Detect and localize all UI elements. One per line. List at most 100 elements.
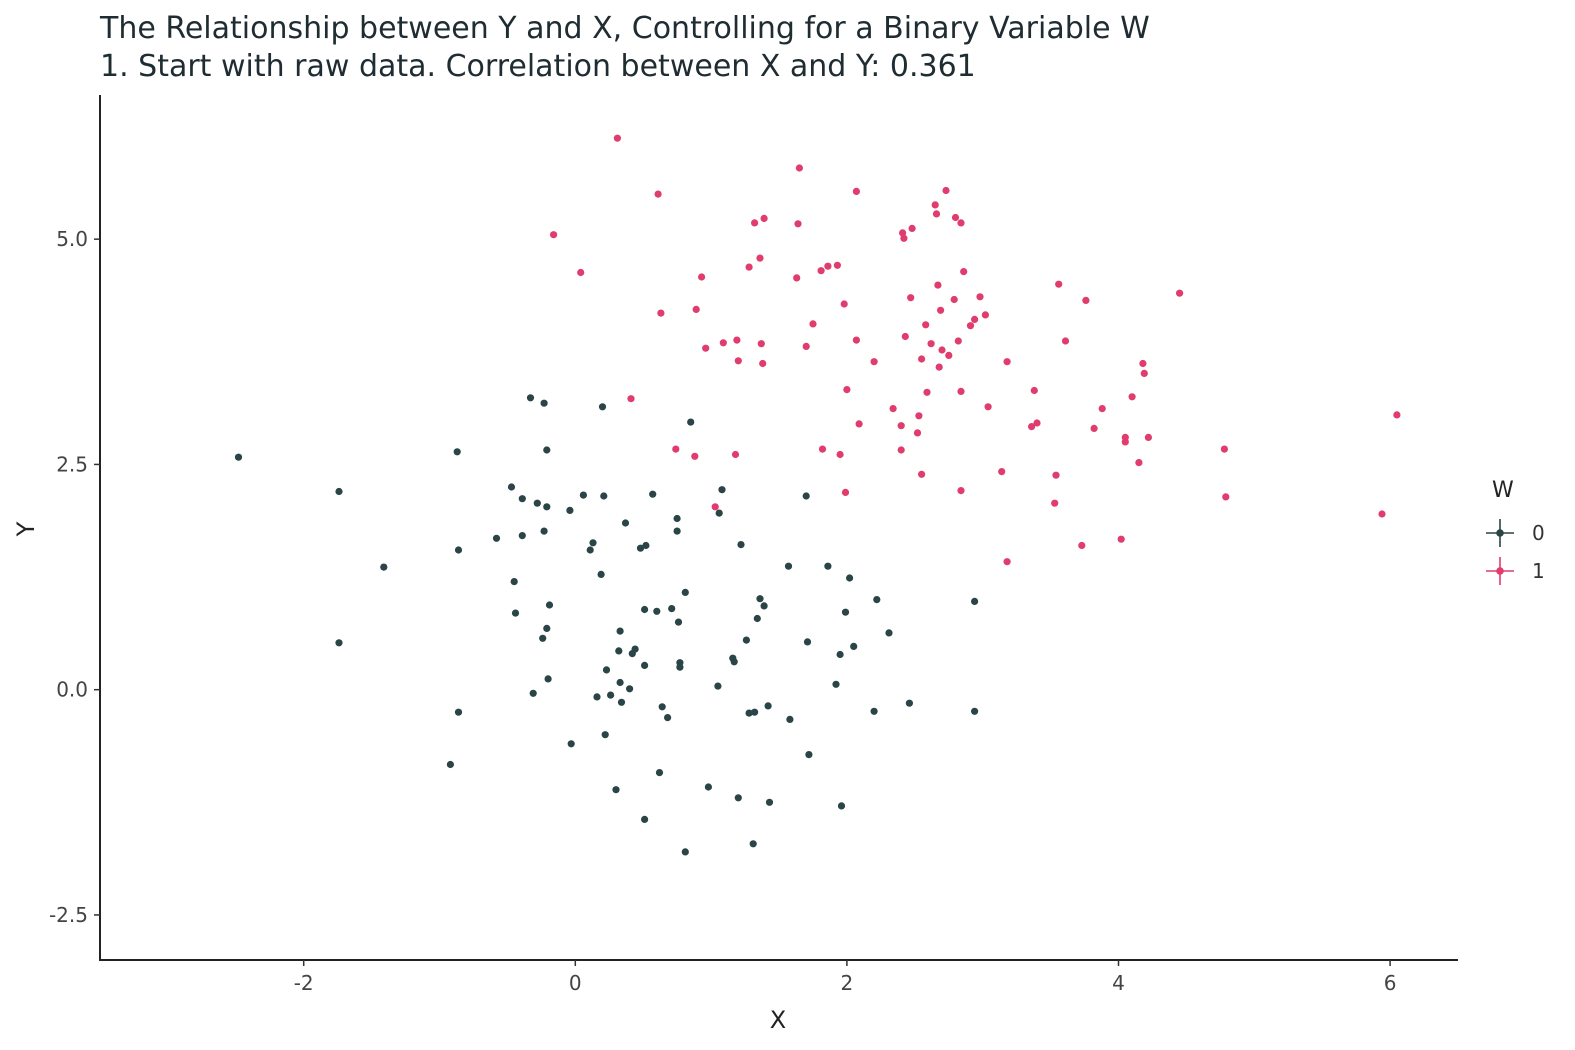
data-point <box>1051 499 1059 507</box>
data-point <box>453 448 461 456</box>
data-point <box>786 715 794 724</box>
data-point <box>607 691 615 699</box>
series-1 <box>550 134 1401 566</box>
data-point <box>954 337 962 345</box>
data-point <box>942 186 950 195</box>
data-point <box>380 563 388 571</box>
data-point <box>545 601 554 609</box>
data-point <box>539 634 547 642</box>
chart-title: The Relationship between Y and X, Contro… <box>99 11 1150 46</box>
data-point <box>526 394 535 402</box>
data-point <box>1176 289 1184 297</box>
x-tick-label: 0 <box>569 971 582 995</box>
data-point <box>658 703 666 711</box>
data-point <box>1393 411 1401 419</box>
data-point <box>1117 535 1125 543</box>
data-point <box>518 532 526 540</box>
data-point <box>664 714 672 722</box>
data-point <box>454 708 463 716</box>
data-point <box>589 539 597 547</box>
data-point <box>950 295 958 304</box>
data-point <box>674 618 683 626</box>
data-point <box>756 595 764 603</box>
legend-key-0 <box>1486 519 1514 547</box>
y-ticks: -2.5 0.0 2.5 5.0 <box>49 227 100 927</box>
data-point <box>446 760 454 769</box>
chart-subtitle: 1. Start with raw data. Correlation betw… <box>100 49 976 84</box>
x-axis-title: X <box>770 1006 786 1034</box>
data-point <box>617 698 626 706</box>
data-point <box>998 468 1006 476</box>
data-point <box>335 639 343 647</box>
data-point <box>613 134 622 142</box>
data-point <box>1052 471 1060 479</box>
data-point <box>870 707 878 715</box>
data-point <box>873 596 881 604</box>
data-point <box>540 399 548 407</box>
data-point <box>649 490 657 498</box>
data-point <box>566 506 574 514</box>
data-point <box>918 470 926 478</box>
data-point <box>737 541 745 549</box>
data-point <box>734 357 742 365</box>
data-point <box>760 602 768 610</box>
data-point <box>897 422 905 430</box>
data-point <box>1090 424 1098 432</box>
data-point <box>764 702 772 710</box>
data-point <box>1082 296 1090 304</box>
data-point <box>745 709 753 717</box>
data-point <box>795 164 804 172</box>
y-axis-title: Y <box>12 521 40 537</box>
data-point <box>698 273 706 281</box>
data-point <box>616 678 624 687</box>
y-tick-label: -2.5 <box>49 903 88 927</box>
data-point <box>653 607 661 615</box>
data-point <box>642 541 650 550</box>
data-point <box>731 450 740 459</box>
data-point <box>836 450 844 459</box>
data-point <box>510 578 518 586</box>
data-point <box>673 514 681 523</box>
data-point <box>597 570 605 579</box>
y-tick-label: 2.5 <box>56 452 88 476</box>
data-point <box>824 262 832 270</box>
data-point <box>454 546 463 554</box>
data-point <box>913 429 922 437</box>
data-point <box>852 336 861 344</box>
data-point <box>681 848 689 856</box>
data-point <box>784 562 793 570</box>
data-point <box>1140 369 1148 377</box>
data-point <box>937 306 945 314</box>
x-tick-label: 4 <box>1112 971 1125 995</box>
data-point <box>654 190 662 198</box>
legend-label: 1 <box>1532 559 1545 583</box>
data-point <box>734 794 742 802</box>
data-point <box>751 708 759 716</box>
data-point <box>1030 386 1038 395</box>
data-point <box>668 605 676 613</box>
data-point <box>907 294 915 302</box>
data-point <box>691 452 699 460</box>
data-point <box>751 219 759 227</box>
data-point <box>840 300 848 308</box>
data-point <box>897 446 905 454</box>
data-point <box>760 214 768 222</box>
data-point <box>718 486 726 494</box>
data-point <box>655 769 664 777</box>
data-point <box>837 802 846 810</box>
data-point <box>870 358 878 366</box>
data-point <box>692 305 700 313</box>
data-point <box>507 483 516 491</box>
data-point <box>1139 359 1147 368</box>
data-point <box>900 234 908 242</box>
data-point <box>600 492 608 500</box>
data-point <box>927 340 935 348</box>
data-point <box>836 650 844 659</box>
data-point <box>636 544 645 552</box>
data-point <box>966 322 975 330</box>
data-point <box>794 220 802 228</box>
data-point <box>715 509 723 517</box>
data-point <box>586 546 594 554</box>
data-point <box>976 293 984 301</box>
